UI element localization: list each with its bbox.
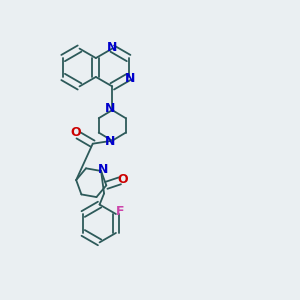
Text: N: N (107, 40, 117, 54)
Text: N: N (105, 102, 115, 116)
Text: O: O (70, 126, 81, 140)
Text: O: O (118, 173, 128, 186)
Text: N: N (98, 163, 109, 176)
Text: F: F (116, 205, 125, 218)
Text: N: N (105, 135, 115, 148)
Text: N: N (125, 72, 135, 85)
